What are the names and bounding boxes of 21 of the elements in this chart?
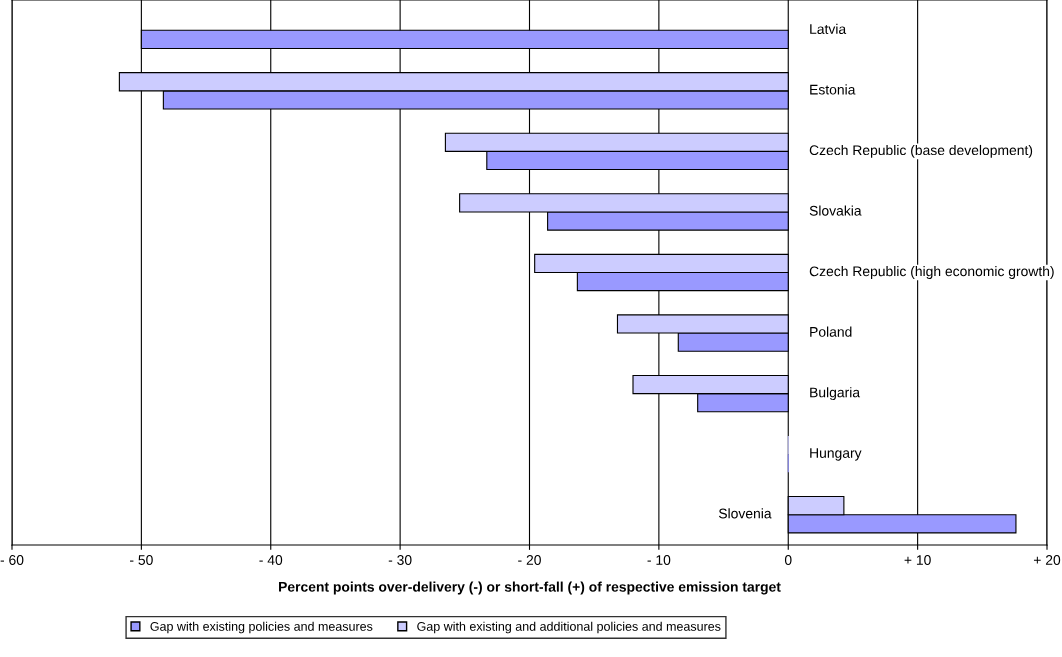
y-tick-label: Poland [810, 326, 852, 337]
legend-label: Gap with existing policies and measures [150, 621, 373, 634]
x-tick-label: - 40 [259, 555, 283, 565]
legend-label: Gap with existing and additional policies and measures [417, 621, 721, 634]
x-tick-label: 0 [784, 555, 792, 565]
x-tick-label: + 20 [1033, 555, 1061, 565]
y-tick-label: Czech Republic (base development) [809, 144, 1033, 158]
y-tick-label: Slovenia [718, 508, 772, 519]
x-tick-label: - 10 [647, 555, 671, 565]
y-tick-label: Estonia [810, 84, 856, 95]
x-tick-label: - 50 [130, 555, 153, 565]
y-tick-label: Hungary [810, 448, 862, 461]
x-tick-label: - 20 [518, 555, 541, 565]
y-tick-label: Latvia [810, 23, 847, 35]
x-tick-label: + 10 [904, 555, 931, 565]
x-tick-label: - 60 [0, 555, 24, 565]
x-axis-title: Percent points over-delivery (-) or short-fall (+) of respective emission target [279, 581, 781, 595]
y-tick-label: Bulgaria [810, 387, 861, 401]
y-tick-label: Slovakia [809, 205, 862, 216]
x-tick-label: - 30 [388, 555, 412, 565]
y-tick-label: Czech Republic (high economic growth) [809, 266, 1054, 279]
